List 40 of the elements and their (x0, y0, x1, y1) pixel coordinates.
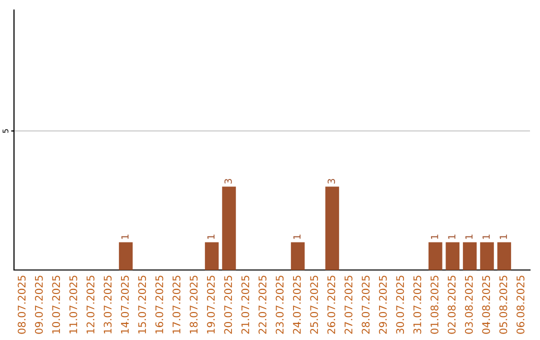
data-label: 3 (328, 178, 336, 184)
x-tick-label: 06.08.2025 (516, 276, 524, 334)
x-tick-label: 03.08.2025 (464, 276, 473, 334)
x-tick-label: 10.07.2025 (52, 276, 60, 334)
x-tick-label: 26.07.2025 (327, 276, 336, 334)
x-tick-label: 21.07.2025 (241, 276, 250, 334)
x-tick-label: 16.07.2025 (155, 276, 164, 334)
x-tick-label: 02.08.2025 (448, 276, 456, 334)
x-tick-label: 01.08.2025 (430, 276, 438, 334)
data-label: 1 (121, 234, 128, 239)
x-tick-label: 15.07.2025 (138, 276, 146, 334)
x-tick-label: 25.07.2025 (310, 276, 318, 334)
x-tick-label: 31.07.2025 (413, 276, 422, 334)
x-tick-label: 18.07.2025 (190, 276, 198, 334)
x-tick-label: 14.07.2025 (120, 276, 129, 334)
x-tick-label: 04.08.2025 (482, 276, 490, 334)
x-tick-label: 17.07.2025 (172, 276, 180, 334)
data-label: 1 (207, 234, 214, 239)
x-tick-label: 29.07.2025 (378, 276, 387, 334)
data-label: 3 (224, 178, 232, 184)
x-tick-label: 22.07.2025 (258, 276, 266, 334)
x-tick-label: 23.07.2025 (276, 276, 284, 334)
data-label: 1 (448, 234, 456, 239)
data-label: 1 (482, 234, 490, 239)
x-tick-label: 08.07.2025 (18, 276, 26, 334)
x-tick-label: 09.07.2025 (34, 276, 43, 334)
x-tick-label: 11.07.2025 (69, 276, 78, 334)
x-tick-label: 13.07.2025 (104, 276, 112, 334)
x-tick-label: 27.07.2025 (344, 276, 352, 334)
x-tick-label: 05.08.2025 (499, 276, 508, 334)
data-label: 1 (293, 234, 300, 239)
x-tick-label: 20.07.2025 (224, 276, 232, 334)
x-tick-label: 19.07.2025 (206, 276, 215, 334)
data-label: 1 (430, 234, 438, 239)
x-tick-label: 28.07.2025 (362, 276, 370, 334)
x-tick-label: 12.07.2025 (86, 276, 94, 334)
data-label: 1 (500, 234, 507, 239)
x-tick-label: 24.07.2025 (292, 276, 301, 334)
x-tick-label: 30.07.2025 (396, 276, 404, 334)
data-label: 1 (465, 234, 472, 239)
